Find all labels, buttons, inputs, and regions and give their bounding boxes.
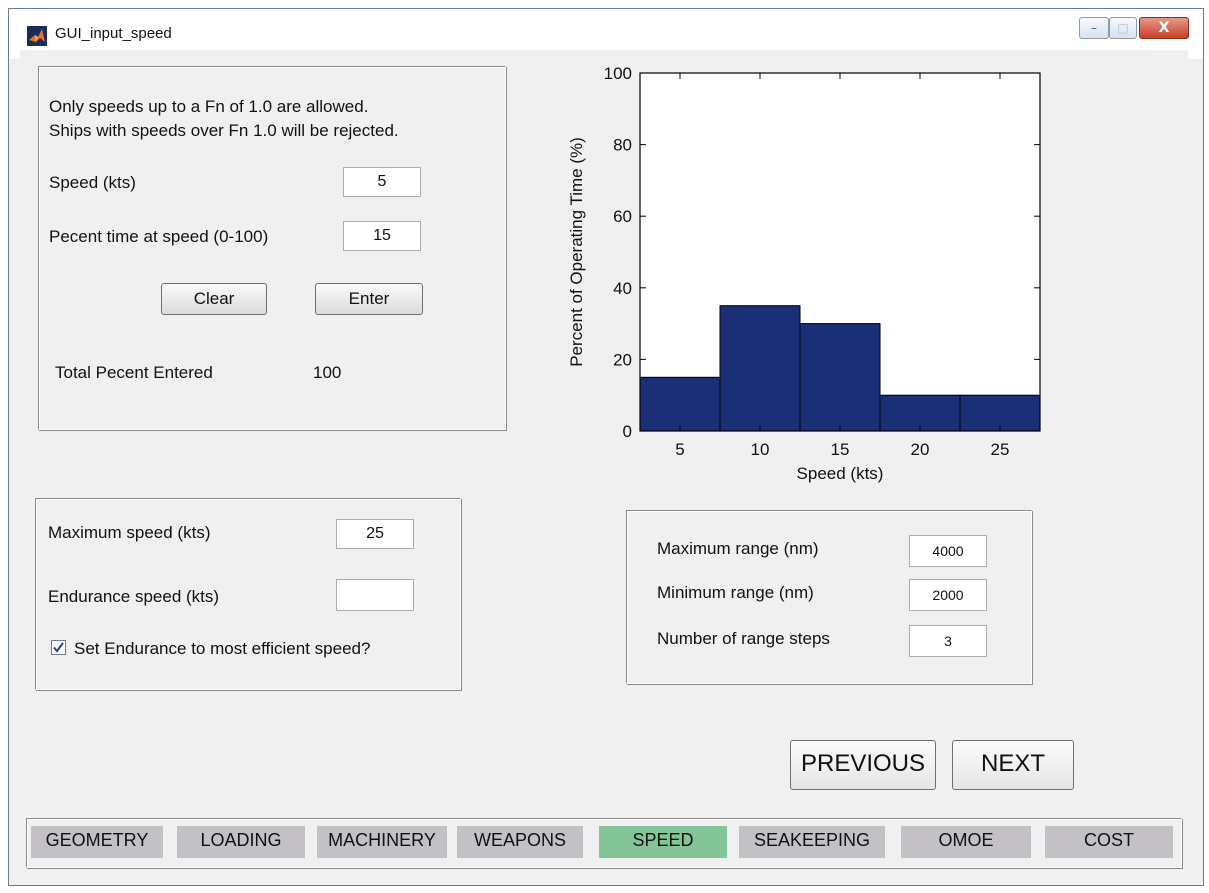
tab-machinery[interactable]: MACHINERY <box>317 826 447 858</box>
x-tick-label-15: 15 <box>831 440 850 459</box>
y-tick-label-100: 100 <box>604 64 632 83</box>
tab-weapons[interactable]: WEAPONS <box>457 826 583 858</box>
x-tick-label-5: 5 <box>675 440 684 459</box>
bar-10 <box>719 305 801 432</box>
total-percent-label: Total Pecent Entered <box>55 363 213 382</box>
range-steps-label: Number of range steps <box>657 629 830 648</box>
window-controls: – □ X <box>1079 17 1191 41</box>
speed-entry-panel: Only speeds up to a Fn of 1.0 are allowe… <box>38 66 506 430</box>
tab-seakeeping[interactable]: SEAKEEPING <box>739 826 885 858</box>
max-range-input[interactable]: 4000 <box>909 535 987 567</box>
tab-loading[interactable]: LOADING <box>177 826 305 858</box>
tab-omoe[interactable]: OMOE <box>901 826 1031 858</box>
min-range-input[interactable]: 2000 <box>909 579 987 611</box>
matlab-icon <box>27 26 47 46</box>
max-speed-input[interactable]: 25 <box>336 519 414 549</box>
tab-strip: GEOMETRY LOADING MACHINERY WEAPONS SPEED SEAK… <box>26 818 1182 868</box>
endurance-checkbox[interactable] <box>51 640 66 655</box>
speed-input[interactable]: 5 <box>343 167 421 197</box>
checkmark-icon <box>53 642 64 653</box>
operating-time-histogram: 0 20 40 60 80 100 5 10 15 20 25 Speed (kts) Percent … <box>567 64 1041 483</box>
tab-geometry[interactable]: GEOMETRY <box>31 826 163 858</box>
bar-15 <box>799 323 881 432</box>
previous-button[interactable]: PREVIOUS <box>790 740 936 790</box>
endurance-speed-label: Endurance speed (kts) <box>48 587 220 606</box>
info-line-1: Only speeds up to a Fn of 1.0 are allowe… <box>49 97 369 116</box>
maximize-button[interactable]: □ <box>1109 17 1137 39</box>
range-panel: Maximum range (nm) 4000 Minimum range (n… <box>626 510 1032 684</box>
range-steps-input[interactable]: 3 <box>909 625 987 657</box>
percent-time-input[interactable]: 15 <box>343 221 421 251</box>
y-tick-label-60: 60 <box>613 207 632 226</box>
x-tick-label-10: 10 <box>751 440 770 459</box>
speed-label: Speed (kts) <box>49 173 136 192</box>
y-tick-label-20: 20 <box>613 350 632 369</box>
info-line-2: Ships with speeds over Fn 1.0 will be re… <box>49 121 399 140</box>
x-axis-label: Speed (kts) <box>797 464 884 483</box>
clear-button[interactable]: Clear <box>161 283 267 315</box>
endurance-checkbox-label[interactable]: Set Endurance to most efficient speed? <box>74 639 371 658</box>
figure-client-area: Only speeds up to a Fn of 1.0 are allowe… <box>20 50 1188 868</box>
y-tick-label-80: 80 <box>613 136 632 155</box>
tab-row: GEOMETRY LOADING MACHINERY WEAPONS SPEED SEAK… <box>29 826 1179 860</box>
tab-cost[interactable]: COST <box>1045 826 1173 858</box>
close-button[interactable]: X <box>1139 17 1189 39</box>
x-tick-label-25: 25 <box>991 440 1010 459</box>
max-range-label: Maximum range (nm) <box>657 539 819 558</box>
endurance-speed-input[interactable] <box>336 579 414 611</box>
max-speed-label: Maximum speed (kts) <box>48 523 211 542</box>
enter-button[interactable]: Enter <box>315 283 423 315</box>
window-title: GUI_input_speed <box>55 25 172 42</box>
x-tick-label-20: 20 <box>911 440 930 459</box>
minimize-button[interactable]: – <box>1079 17 1109 39</box>
endurance-panel: Maximum speed (kts) 25 Endurance speed (… <box>35 498 461 690</box>
min-range-label: Minimum range (nm) <box>657 583 814 602</box>
percent-time-label: Pecent time at speed (0-100) <box>49 227 269 246</box>
next-button[interactable]: NEXT <box>952 740 1074 790</box>
tab-speed[interactable]: SPEED <box>599 826 727 858</box>
total-percent-value: 100 <box>313 363 342 382</box>
bar-5 <box>639 376 721 432</box>
y-tick-label-40: 40 <box>613 279 632 298</box>
y-tick-label-0: 0 <box>623 422 632 441</box>
y-axis-label: Percent of Operating Time (%) <box>567 137 586 367</box>
